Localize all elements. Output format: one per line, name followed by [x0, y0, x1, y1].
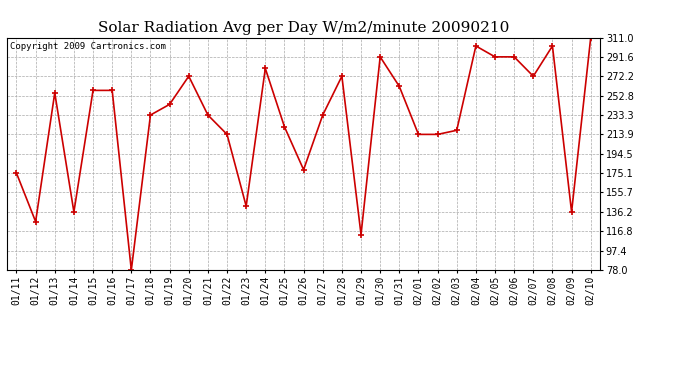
- Title: Solar Radiation Avg per Day W/m2/minute 20090210: Solar Radiation Avg per Day W/m2/minute …: [98, 21, 509, 35]
- Text: Copyright 2009 Cartronics.com: Copyright 2009 Cartronics.com: [10, 42, 166, 51]
